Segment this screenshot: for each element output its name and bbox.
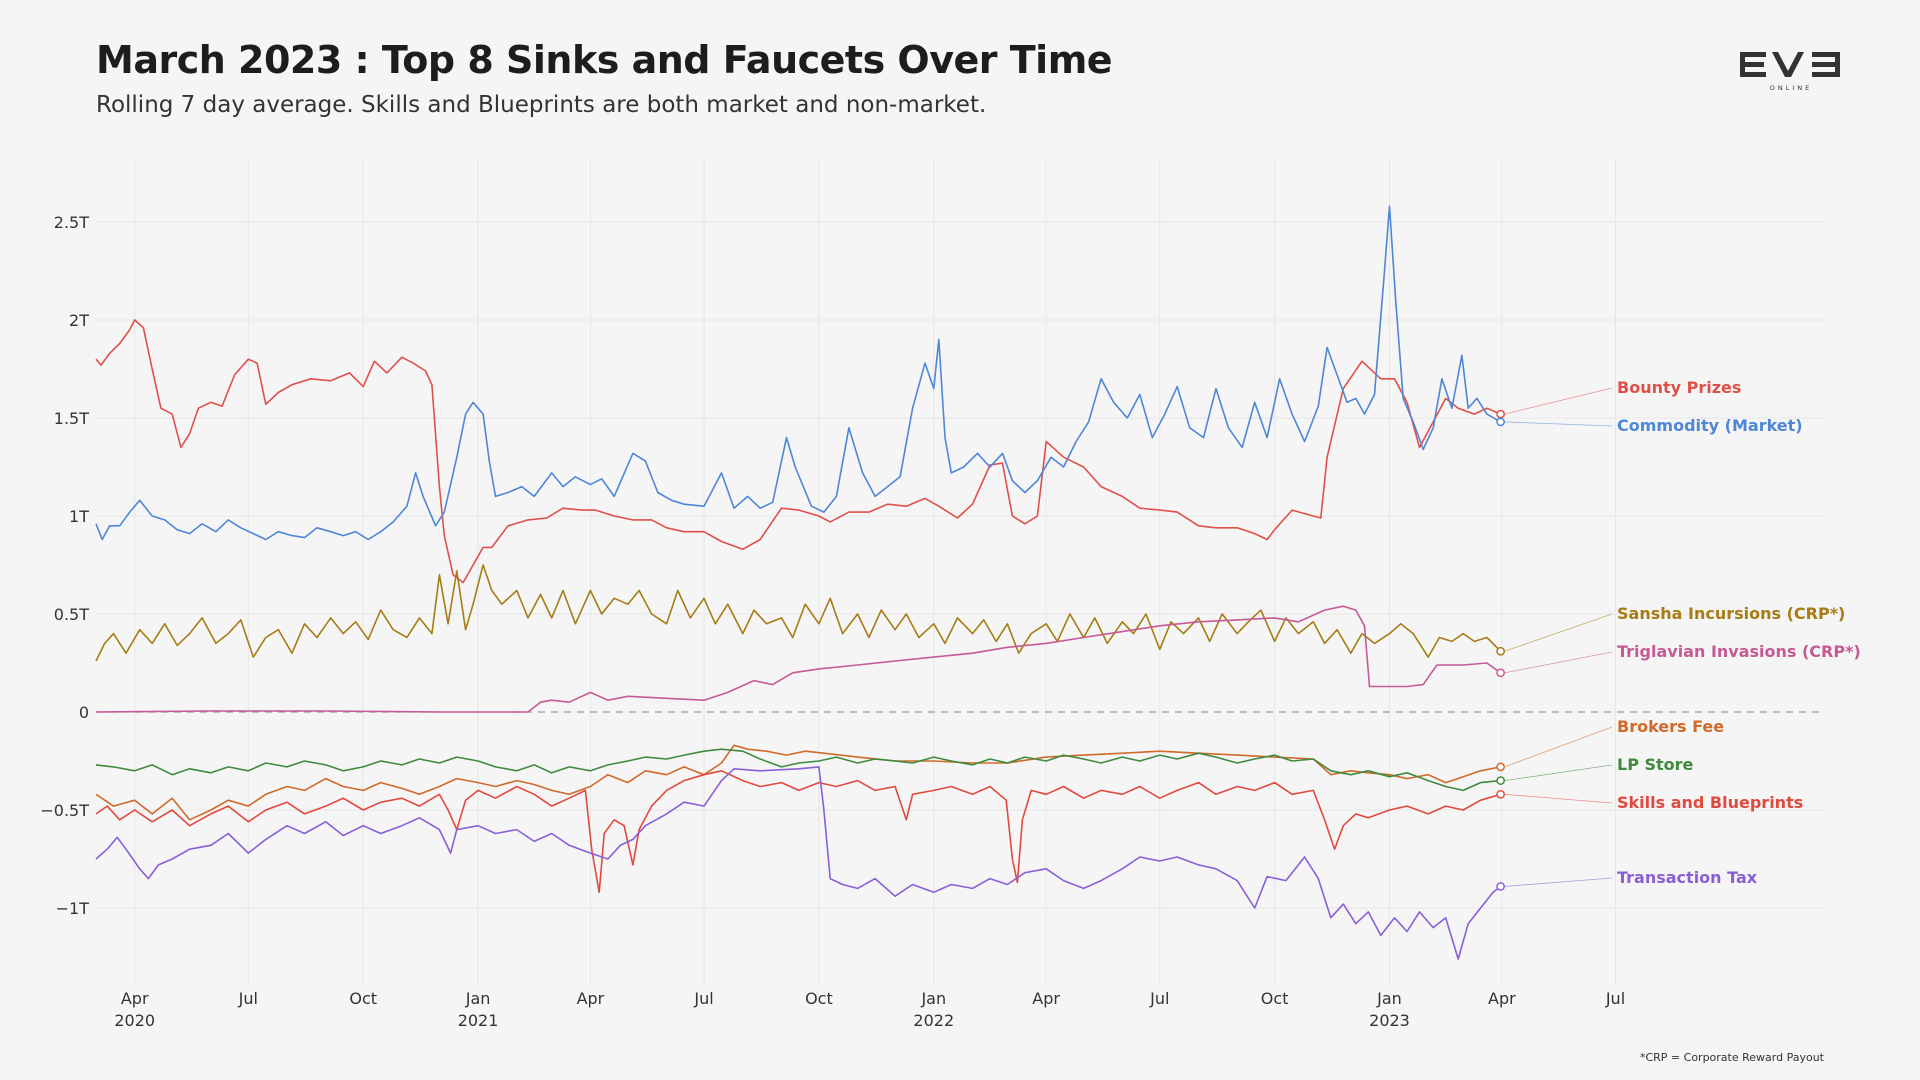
x-tick-label: Jul — [1149, 989, 1169, 1008]
series-label-transaction-tax: Transaction Tax — [1617, 868, 1758, 887]
x-tick-label: Jul — [693, 989, 713, 1008]
series-label-sansha-incursions-crp: Sansha Incursions (CRP*) — [1617, 604, 1845, 623]
series-end-point — [1496, 668, 1505, 678]
series-line-transaction-tax — [95, 766, 1502, 960]
x-tick-label: Jul — [238, 989, 258, 1008]
x-tick-label: Jul — [1605, 989, 1625, 1008]
y-tick-label: 2.5T — [54, 213, 89, 232]
series-end-labels: Bounty Prizes Commodity (Market) Sansha In… — [1496, 378, 1861, 891]
x-axis-ticks: Apr 2020 Jul Oct Jan 2021 Apr Jul Oct Jan 2022 Apr J… — [114, 989, 1625, 1030]
series-line-skills-and-blueprints — [95, 770, 1501, 894]
y-tick-label: 0.5T — [54, 605, 89, 624]
series-label-commodity-market: Commodity (Market) — [1617, 416, 1803, 435]
label-leader-line — [1504, 764, 1613, 781]
chart-subtitle: Rolling 7 day average. Skills and Bluepr… — [96, 92, 987, 118]
label-leader-line — [1504, 877, 1613, 887]
series-label-brokers-fee: Brokers Fee — [1617, 717, 1724, 736]
label-leader-line — [1504, 387, 1613, 415]
y-tick-label: 1.5T — [54, 409, 89, 428]
y-tick-label: 0 — [79, 703, 89, 722]
x-tick-year-label: 2023 — [1369, 1011, 1410, 1030]
series-line-lp-store — [95, 748, 1501, 792]
x-tick-year-label: 2021 — [458, 1011, 499, 1030]
series-line-bounty-prizes — [95, 319, 1501, 584]
series-end-point — [1496, 646, 1505, 656]
eve-online-logo: ONLINE — [1740, 52, 1840, 92]
x-tick-year-label: 2020 — [114, 1011, 155, 1030]
series-label-triglavian-invasions-crp: Triglavian Invasions (CRP*) — [1617, 642, 1861, 661]
y-tick-label: −1T — [56, 899, 90, 918]
series-lines — [95, 205, 1502, 960]
series-end-point — [1496, 882, 1505, 891]
x-tick-label: Jan — [1376, 989, 1402, 1008]
gridlines — [96, 158, 1824, 985]
x-tick-label: Apr — [1488, 989, 1516, 1008]
series-end-point — [1496, 417, 1505, 427]
series-line-commodity-market — [95, 205, 1501, 541]
x-tick-label: Jan — [465, 989, 491, 1008]
y-axis-ticks: 2.5T 2T 1.5T 1T 0.5T 0 −0.5T −1T — [40, 213, 89, 918]
y-tick-label: −0.5T — [40, 801, 89, 820]
logo-subtext: ONLINE — [1770, 84, 1813, 92]
label-leader-line — [1504, 421, 1613, 427]
x-tick-label: Oct — [805, 989, 833, 1008]
series-line-triglavian-invasions-crp — [95, 605, 1502, 713]
label-leader-line — [1504, 793, 1613, 804]
x-tick-year-label: 2022 — [913, 1011, 954, 1030]
x-tick-label: Apr — [577, 989, 605, 1008]
series-end-point — [1496, 409, 1505, 419]
series-label-skills-and-blueprints: Skills and Blueprints — [1617, 793, 1803, 812]
series-label-bounty-prizes: Bounty Prizes — [1617, 378, 1741, 397]
y-tick-label: 2T — [69, 311, 89, 330]
x-tick-label: Apr — [1032, 989, 1060, 1008]
series-line-sansha-incursions-crp — [95, 564, 1502, 662]
label-leader-line — [1504, 651, 1613, 674]
series-end-point — [1496, 776, 1505, 785]
x-tick-label: Oct — [1261, 989, 1289, 1008]
chart-title: March 2023 : Top 8 Sinks and Faucets Ove… — [96, 38, 1113, 82]
x-tick-label: Oct — [349, 989, 377, 1008]
series-label-lp-store: LP Store — [1617, 755, 1694, 774]
label-leader-line — [1504, 726, 1613, 768]
x-tick-label: Apr — [121, 989, 149, 1008]
series-line-brokers-fee — [95, 744, 1501, 821]
y-tick-label: 1T — [69, 507, 89, 526]
label-leader-line — [1504, 613, 1613, 652]
series-end-point — [1496, 762, 1505, 772]
x-tick-label: Jan — [920, 989, 946, 1008]
footnote: *CRP = Corporate Reward Payout — [1639, 1051, 1824, 1064]
series-end-point — [1496, 789, 1505, 799]
